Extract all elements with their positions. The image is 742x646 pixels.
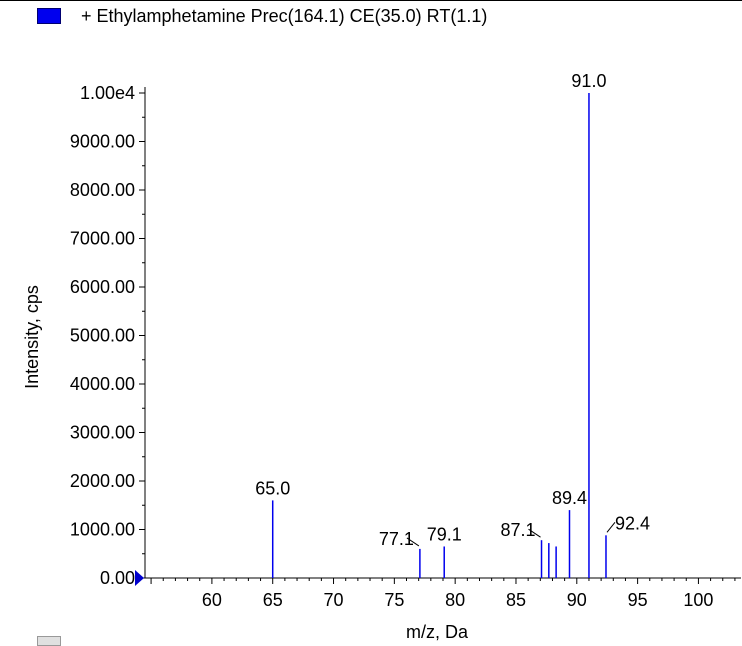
x-tick-label: 75: [384, 590, 404, 610]
peak-label: 89.4: [552, 488, 587, 508]
y-tick-label: 7000.00: [70, 229, 135, 249]
x-tick-label: 85: [506, 590, 526, 610]
peak-labels: 65.0 77.1 79.1 87.1 89.4 91.0 92.4: [255, 71, 650, 549]
y-tick-label: 0.00: [100, 568, 135, 588]
x-tick-label: 95: [628, 590, 648, 610]
y-tick-label: 6000.00: [70, 277, 135, 297]
y-tick-label: 5000.00: [70, 326, 135, 346]
peak-label-leader: [606, 522, 616, 533]
y-tick-label: 2000.00: [70, 471, 135, 491]
peak-label: 79.1: [427, 524, 462, 544]
peaks: [271, 93, 607, 578]
y-axis-label: Intensity, cps: [22, 285, 42, 389]
x-tick-label: 70: [324, 590, 344, 610]
legend: + Ethylamphetamine Prec(164.1) CE(35.0) …: [37, 3, 487, 29]
x-tick-label: 90: [567, 590, 587, 610]
y-axis: 0.00 1000.00 2000.00 3000.00 4000.00 5000.00 6…: [70, 83, 146, 588]
peak-label: 92.4: [615, 513, 650, 533]
y-tick-label: 8000.00: [70, 180, 135, 200]
y-tick-label: 9000.00: [70, 132, 135, 152]
peak-label: 87.1: [500, 520, 535, 540]
peak-label-leader: [528, 528, 541, 538]
peak-label-leader: [406, 537, 420, 547]
frame-border: [0, 0, 742, 1]
y-tick-label: 1.00e4: [80, 83, 135, 103]
y-tick-label: 4000.00: [70, 374, 135, 394]
x-tick-label: 80: [445, 590, 465, 610]
legend-label: + Ethylamphetamine Prec(164.1) CE(35.0) …: [81, 5, 488, 26]
x-tick-label: 100: [683, 590, 713, 610]
y-tick-label: 3000.00: [70, 423, 135, 443]
x-tick-label: 60: [202, 590, 222, 610]
peak-label: 65.0: [255, 478, 290, 498]
x-axis-marker: [135, 570, 144, 586]
peak-label: 91.0: [571, 71, 606, 91]
peak-label: 77.1: [379, 529, 414, 549]
x-axis-label: m/z, Da: [406, 622, 469, 642]
legend-swatch: [37, 8, 61, 24]
y-tick-label: 1000.00: [70, 520, 135, 540]
x-tick-label: 65: [263, 590, 283, 610]
x-axis: 60 65 70 75 80 85 90 95 100: [145, 577, 741, 610]
legend-swatch-partial: [37, 636, 61, 646]
